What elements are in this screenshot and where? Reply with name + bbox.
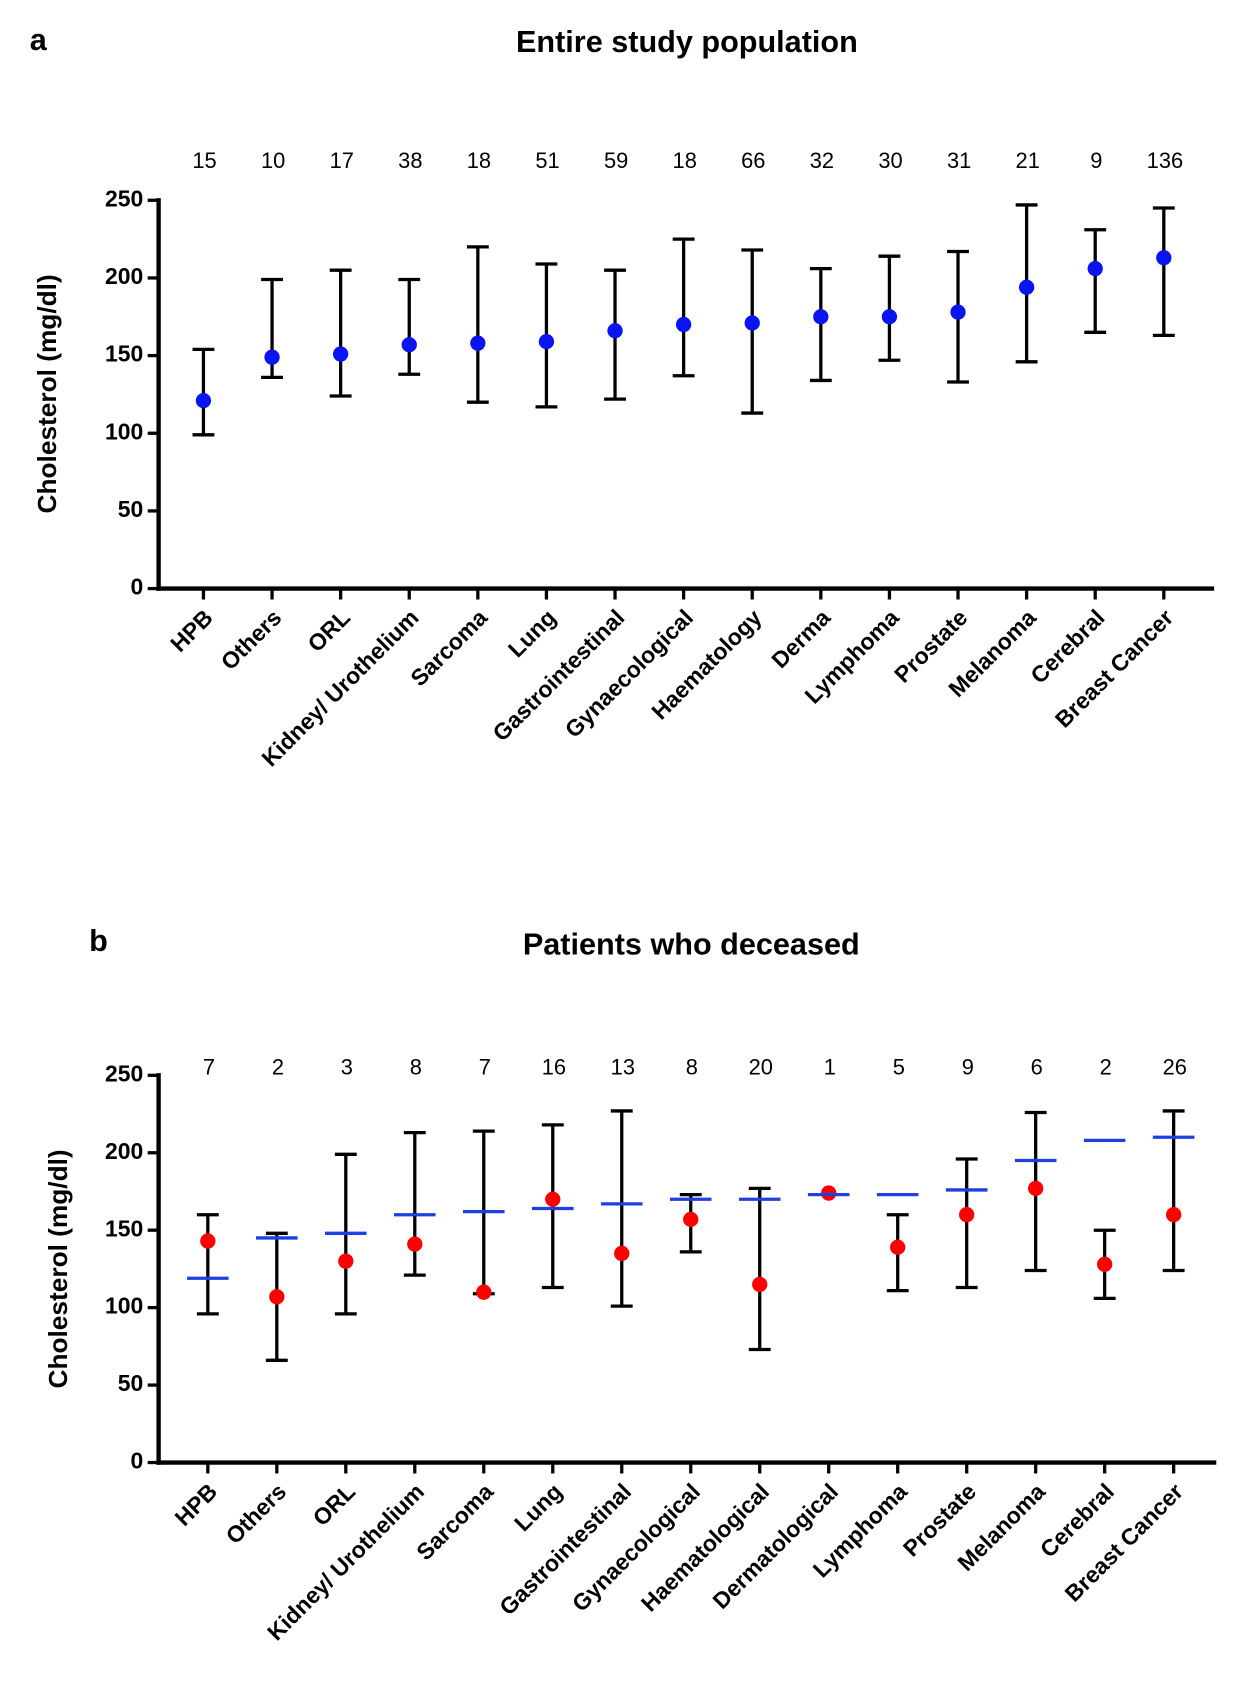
- x-tick-label: Gynaecological: [560, 604, 698, 742]
- x-tick-label: Derma: [766, 604, 835, 673]
- count-label: 2: [1100, 1055, 1112, 1080]
- y-tick-label: 150: [105, 1215, 143, 1241]
- count-label: 51: [535, 148, 559, 173]
- x-tick-label: Sarcoma: [411, 1478, 498, 1565]
- data-point: [1156, 250, 1172, 266]
- data-point: [607, 323, 623, 339]
- panel-label: b: [89, 924, 108, 958]
- count-label: 1: [824, 1055, 836, 1080]
- count-label: 17: [330, 148, 354, 173]
- x-tick-label: Haematological: [636, 1478, 774, 1616]
- data-point: [195, 392, 212, 409]
- data-point: [1028, 1180, 1044, 1197]
- x-tick-label: ORL: [308, 1478, 361, 1531]
- data-point: [269, 1289, 285, 1305]
- count-label: 3: [341, 1055, 353, 1080]
- data-point: [890, 1239, 906, 1255]
- data-point: [813, 309, 829, 325]
- y-axis-label: Cholesterol (mg/dl): [32, 274, 62, 513]
- data-point: [950, 304, 966, 320]
- x-tick-label: Dermatological: [707, 1478, 843, 1614]
- x-tick-label: Lung: [509, 1478, 567, 1536]
- count-label: 18: [673, 148, 697, 173]
- chart-title: Entire study population: [516, 25, 858, 59]
- count-label: 26: [1163, 1055, 1187, 1080]
- count-label: 15: [192, 148, 216, 173]
- x-tick-label: HPB: [170, 1478, 223, 1531]
- x-tick-label: Others: [216, 604, 287, 675]
- data-point: [959, 1207, 975, 1223]
- data-point: [476, 1284, 492, 1300]
- count-label: 66: [741, 148, 765, 173]
- count-label: 31: [947, 148, 971, 173]
- data-point: [264, 349, 280, 365]
- data-point: [407, 1236, 423, 1252]
- x-tick-label: Lung: [503, 604, 561, 662]
- y-tick-label: 0: [131, 574, 144, 600]
- y-tick-label: 100: [105, 1293, 143, 1319]
- y-tick-label: 200: [105, 1138, 143, 1164]
- x-tick-label: Gynaecological: [567, 1478, 705, 1616]
- data-point: [614, 1245, 630, 1262]
- count-label: 32: [810, 148, 834, 173]
- data-point: [1097, 1256, 1113, 1272]
- count-label: 6: [1031, 1055, 1043, 1080]
- y-tick-label: 100: [105, 418, 143, 444]
- x-tick-label: Others: [220, 1478, 291, 1549]
- count-label: 9: [1090, 148, 1102, 173]
- count-label: 8: [410, 1055, 422, 1080]
- data-point: [675, 316, 692, 333]
- data-point: [744, 315, 760, 331]
- data-point: [545, 1191, 561, 1207]
- data-point: [881, 309, 898, 325]
- count-label: 7: [203, 1055, 215, 1080]
- y-tick-label: 250: [105, 185, 143, 211]
- y-tick-label: 50: [118, 1370, 144, 1396]
- count-label: 38: [398, 148, 422, 173]
- x-tick-label: HPB: [165, 604, 218, 657]
- data-point: [401, 337, 417, 353]
- y-axis-label: Cholesterol (mg/dl): [43, 1149, 73, 1388]
- count-label: 136: [1147, 148, 1183, 173]
- count-label: 10: [261, 148, 285, 173]
- count-label: 59: [604, 148, 628, 173]
- count-label: 2: [272, 1055, 284, 1080]
- x-tick-label: Breast Cancer: [1060, 1478, 1188, 1606]
- data-point: [752, 1276, 768, 1293]
- count-label: 16: [542, 1055, 566, 1080]
- y-tick-label: 250: [105, 1060, 143, 1086]
- data-point: [470, 335, 486, 351]
- x-tick-label: Sarcoma: [405, 604, 492, 691]
- count-label: 30: [878, 148, 902, 173]
- panel-label: a: [30, 23, 48, 57]
- chart-title: Patients who deceased: [523, 927, 860, 961]
- data-point: [1018, 279, 1035, 295]
- y-tick-label: 0: [131, 1448, 144, 1474]
- x-tick-label: ORL: [302, 604, 355, 657]
- count-label: 13: [611, 1055, 635, 1080]
- y-tick-label: 200: [105, 263, 143, 289]
- y-tick-label: 150: [105, 341, 143, 367]
- data-point: [200, 1233, 216, 1249]
- y-tick-label: 50: [118, 496, 144, 522]
- data-point: [1165, 1207, 1182, 1223]
- x-tick-label: Breast Cancer: [1050, 604, 1178, 732]
- count-label: 21: [1016, 148, 1040, 173]
- count-label: 18: [467, 148, 491, 173]
- count-label: 5: [893, 1055, 905, 1080]
- data-point: [1087, 260, 1103, 277]
- data-point: [538, 333, 555, 350]
- count-label: 8: [686, 1055, 698, 1080]
- count-label: 7: [479, 1055, 491, 1080]
- count-label: 9: [962, 1055, 974, 1080]
- data-point: [338, 1253, 354, 1269]
- data-point: [332, 346, 349, 362]
- count-label: 20: [749, 1055, 773, 1080]
- data-point: [683, 1211, 699, 1228]
